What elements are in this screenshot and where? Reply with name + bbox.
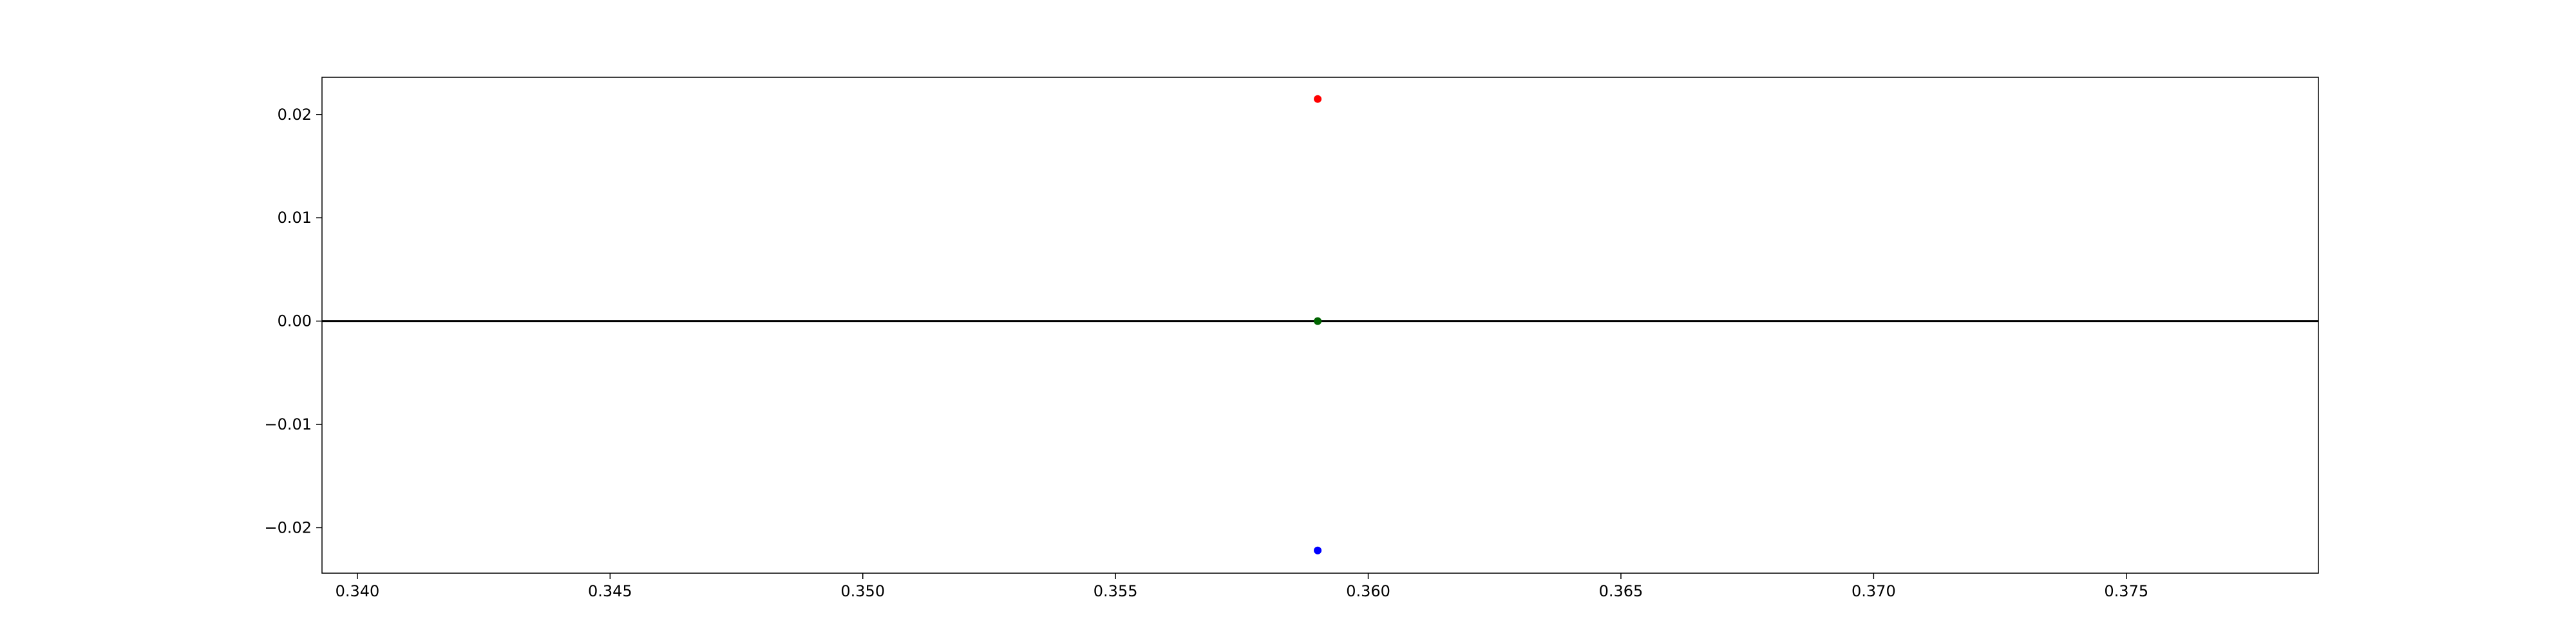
x-tick-label: 0.350 <box>840 582 885 600</box>
x-axis: 0.340 0.345 0.350 0.355 0.360 0.365 0.370 0.375 <box>336 573 2148 600</box>
x-tick-label: 0.365 <box>1599 582 1643 600</box>
y-tick-label: −0.02 <box>264 518 312 536</box>
x-tick-label: 0.340 <box>336 582 380 600</box>
x-tick-label: 0.360 <box>1346 582 1390 600</box>
data-points <box>1314 95 1322 554</box>
plot-frame <box>321 77 2319 574</box>
y-tick-label: 0.00 <box>278 312 312 330</box>
y-tick-label: 0.01 <box>278 209 312 227</box>
x-tick-label: 0.355 <box>1094 582 1138 600</box>
data-point <box>1314 546 1322 554</box>
x-tick-label: 0.375 <box>2104 582 2148 600</box>
y-axis: 0.02 0.01 0.00 −0.01 −0.02 <box>264 106 322 536</box>
y-tick-label: −0.01 <box>264 415 312 433</box>
data-point <box>1314 317 1322 325</box>
x-tick-label: 0.345 <box>588 582 632 600</box>
y-tick-label: 0.02 <box>278 106 312 124</box>
data-point <box>1314 95 1322 103</box>
x-tick-label: 0.370 <box>1852 582 1896 600</box>
